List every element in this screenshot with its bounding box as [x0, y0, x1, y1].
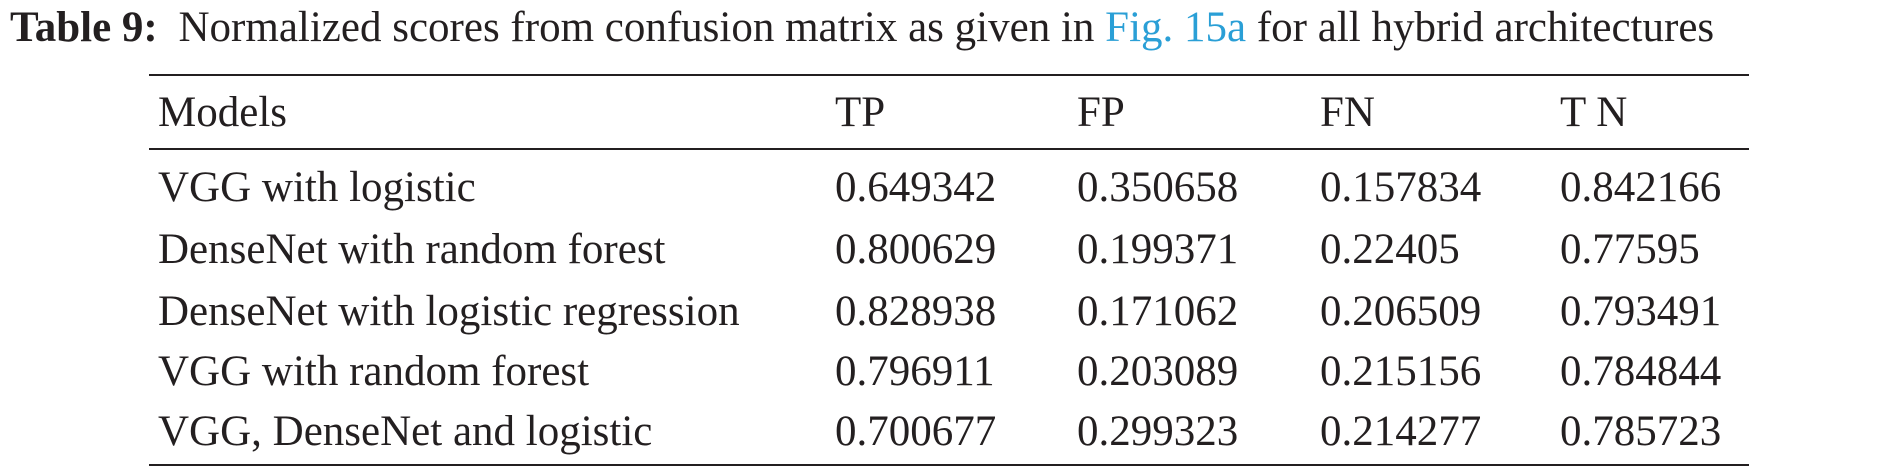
score-cell: 0.22405	[1320, 226, 1460, 273]
score-cell: 0.299323	[1077, 408, 1239, 455]
score-cell: 0.784844	[1560, 348, 1722, 395]
score-cell: 0.206509	[1320, 288, 1482, 335]
caption-text: for all hybrid architectures	[1256, 4, 1715, 51]
model-name: DenseNet with random forest	[158, 226, 666, 273]
header-cell: FN	[1320, 89, 1375, 136]
header-cell: TP	[835, 89, 886, 136]
score-cell: 0.214277	[1320, 408, 1482, 455]
model-name: VGG with random forest	[158, 348, 590, 395]
score-cell: 0.793491	[1560, 288, 1722, 335]
caption-label: Table 9:	[10, 4, 158, 51]
bottom-rule	[149, 464, 1749, 466]
score-cell: 0.649342	[835, 164, 997, 211]
score-cell: 0.350658	[1077, 164, 1239, 211]
caption-text: Normalized scores from confusion matrix …	[178, 4, 1095, 51]
header-cell: FP	[1077, 89, 1125, 136]
score-cell: 0.171062	[1077, 288, 1239, 335]
score-cell: 0.700677	[835, 408, 997, 455]
score-cell: 0.77595	[1560, 226, 1700, 273]
score-cell: 0.800629	[835, 226, 997, 273]
model-name: VGG with logistic	[158, 164, 476, 211]
model-name: VGG, DenseNet and logistic	[158, 408, 653, 455]
header-cell: Models	[158, 89, 287, 136]
caption: Table 9: Normalized scores from confusio…	[10, 4, 1714, 52]
score-cell: 0.842166	[1560, 164, 1722, 211]
mid-rule	[149, 148, 1749, 150]
score-cell: 0.215156	[1320, 348, 1482, 395]
score-cell: 0.157834	[1320, 164, 1482, 211]
score-cell: 0.203089	[1077, 348, 1239, 395]
score-cell: 0.199371	[1077, 226, 1239, 273]
model-name: DenseNet with logistic regression	[158, 288, 740, 335]
score-cell: 0.828938	[835, 288, 997, 335]
score-cell: 0.796911	[835, 348, 995, 395]
score-cell: 0.785723	[1560, 408, 1722, 455]
figure-link[interactable]: Fig. 15a	[1105, 4, 1247, 51]
header-cell: T N	[1560, 89, 1628, 136]
top-rule	[149, 74, 1749, 76]
